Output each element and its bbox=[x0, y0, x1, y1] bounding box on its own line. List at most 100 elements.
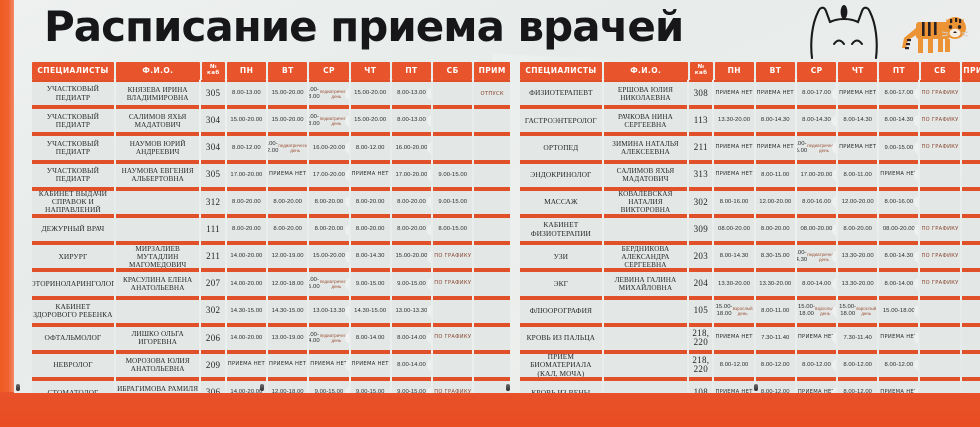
puzzle-notch bbox=[427, 196, 432, 208]
specialist-name: ЭКГ bbox=[520, 270, 602, 298]
column-header-sat: СБ bbox=[920, 62, 960, 80]
doctor-name bbox=[603, 324, 688, 352]
schedule-cell-sat: 9.00-15.00 bbox=[433, 161, 473, 189]
page-title: Расписание приема врачей bbox=[44, 2, 684, 51]
remark-cell bbox=[961, 188, 980, 216]
schedule-cell-sat bbox=[920, 161, 960, 189]
schedule-note: педиатрический день bbox=[807, 142, 836, 153]
schedule-time: 8.00-17.00 bbox=[802, 90, 831, 97]
schedule-time: ПО ГРАФИКУ bbox=[434, 252, 472, 259]
schedule-time: 8.00-12.00 bbox=[760, 362, 790, 369]
room-number: 306 bbox=[201, 379, 225, 393]
doctor-name bbox=[115, 297, 200, 325]
schedule-note: педиатрический день bbox=[319, 333, 349, 344]
schedule-time: ПРИЕМА НЕТ bbox=[227, 361, 265, 368]
schedule-cell-mon: 8.00-14.30 bbox=[714, 243, 754, 271]
schedule-time: 12.00-18.00 bbox=[271, 280, 304, 287]
schedule-time: 8.00-20.00 bbox=[843, 226, 872, 233]
schedule-time: 17.00-20.00 bbox=[312, 171, 345, 178]
puzzle-notch bbox=[914, 278, 919, 290]
schedule-time: 15.00-20.00 bbox=[354, 90, 387, 97]
table-row: Оториноларинголог Красулина Елена Анатоль… bbox=[32, 270, 512, 298]
doctor-name bbox=[115, 188, 200, 216]
doctor-name: Наумов Юрий Андреевич bbox=[115, 134, 200, 162]
schedule-cell-tue: ПРИЕМА НЕТ bbox=[755, 134, 795, 162]
puzzle-notch bbox=[344, 115, 349, 127]
schedule-cell-tue: 8.00-12.00 bbox=[755, 351, 795, 380]
schedule-cell-mon: 8.00-12.00 bbox=[714, 351, 754, 380]
schedule-cell-thu: ПРИЕМА НЕТ bbox=[350, 161, 390, 189]
puzzle-notch bbox=[427, 115, 432, 127]
column-header-fio: Ф.И.О. bbox=[603, 62, 688, 80]
puzzle-notch bbox=[914, 387, 919, 393]
column-header-mon: ПН bbox=[714, 62, 754, 80]
puzzle-notch bbox=[914, 305, 919, 317]
schedule-cell-sat: ПО ГРАФИКУ bbox=[433, 379, 473, 393]
schedule-cell-wed: ПРИЕМА НЕТ bbox=[796, 324, 837, 352]
column-header-prim: ПРИМ bbox=[474, 62, 510, 80]
mount-screw bbox=[754, 384, 758, 391]
schedule-cell-fri: 8.00-14.00 bbox=[391, 351, 432, 380]
remark-cell bbox=[961, 351, 980, 380]
schedule-time: ПРИЕМА НЕТ bbox=[756, 89, 794, 96]
doctor-name: Бердникова Александра Сергеевна bbox=[603, 243, 688, 271]
schedule-time: 13.30-20.00 bbox=[718, 117, 751, 124]
puzzle-notch bbox=[344, 142, 349, 154]
schedule-cell-mon: 13.30-20.00 bbox=[714, 270, 754, 298]
schedule-cell-fri: 9.00-15.00 bbox=[391, 379, 432, 393]
schedule-time: ПРИЕМА НЕТ bbox=[715, 334, 753, 341]
schedule-note: педиатрический день bbox=[319, 115, 349, 126]
schedule-time: 15.00-20.00 bbox=[312, 253, 345, 260]
schedule-time: 13.00-19.00 bbox=[271, 334, 304, 341]
table-row: СтоматологИбрагимова Рамиля Рафаиловна30… bbox=[32, 379, 512, 393]
schedule-time: 8.00-11.00 bbox=[761, 307, 790, 314]
schedule-cell-thu: 8.00-14.30 bbox=[838, 107, 878, 135]
schedule-time: 8.00-12.00 bbox=[232, 144, 261, 151]
puzzle-notch bbox=[832, 278, 837, 290]
schedule-time: 8.00-14.30 bbox=[719, 253, 749, 260]
specialist-name: Массаж bbox=[520, 188, 602, 216]
room-number: 305 bbox=[201, 161, 225, 189]
specialist-name: Невролог bbox=[32, 351, 114, 380]
room-header-line2: каб bbox=[207, 70, 220, 76]
remark-cell bbox=[961, 107, 980, 135]
table-row: Массаж Ковалевская Наталия Викторовна 302 8… bbox=[520, 188, 980, 216]
schedule-cell-sat bbox=[920, 324, 960, 352]
schedule-time: ПРИЕМА НЕТ bbox=[715, 143, 753, 150]
table-row: Участковый педиатр Наумова Евгения Альбер… bbox=[32, 161, 512, 189]
schedule-time: 8.00-20.00 bbox=[760, 226, 790, 233]
wall-left-stripe bbox=[0, 0, 14, 392]
schedule-time: 9.00-15.00 bbox=[309, 277, 320, 290]
remark-cell bbox=[961, 379, 980, 393]
schedule-cell-sat: ПО ГРАФИКУ bbox=[920, 215, 960, 244]
schedule-time: 13.30-20.00 bbox=[841, 280, 874, 287]
schedule-cell-mon: ПРИЕМА НЕТ bbox=[714, 134, 754, 162]
remark-cell bbox=[961, 215, 980, 244]
schedule-cell-sat bbox=[433, 351, 473, 380]
schedule-time: 14.30-15.00 bbox=[271, 307, 304, 314]
schedule-time: ПО ГРАФИКУ bbox=[921, 279, 959, 286]
column-header-thu: ЧТ bbox=[838, 62, 878, 80]
schedule-time: 8.00-20.00 bbox=[355, 226, 385, 233]
schedule-time: 8.00-20.00 bbox=[232, 198, 261, 205]
schedule-cell-thu: 8.00-12.00 bbox=[350, 134, 390, 162]
room-number: 207 bbox=[201, 270, 225, 298]
schedule-cell-wed: 16.00-20.00 bbox=[309, 134, 349, 162]
remark-cell bbox=[961, 243, 980, 271]
schedule-cell-wed: 15.00-18.00 взрослый день bbox=[796, 297, 837, 325]
remark-cell bbox=[961, 161, 980, 189]
doctor-name: Лишко Ольга Игоревна bbox=[115, 324, 200, 352]
schedule-time: 8.00-14.00 bbox=[355, 334, 385, 341]
schedule-cell-sat bbox=[920, 188, 960, 216]
table-row: Гастроэнтеролог Рачкова Нина Сергеевна 113… bbox=[520, 107, 980, 135]
puzzle-notch bbox=[427, 278, 432, 290]
table-row: Ортопед Зимина Наталья Алексеевна 211 ПРИЕМ… bbox=[520, 134, 980, 162]
schedule-cell-sat: ПО ГРАФИКУ bbox=[433, 243, 473, 271]
schedule-cell-tue: 8.00-12.00педиатрический день bbox=[268, 134, 308, 162]
room-number: 203 bbox=[689, 243, 713, 271]
schedule-time: 8.00-20.00 bbox=[314, 198, 344, 205]
schedule-time: 7.30-11.40 bbox=[843, 334, 872, 341]
room-number: 302 bbox=[201, 297, 225, 325]
doctor-name bbox=[115, 215, 200, 244]
schedule-cell-thu: 13.30-20.00 bbox=[838, 243, 878, 271]
